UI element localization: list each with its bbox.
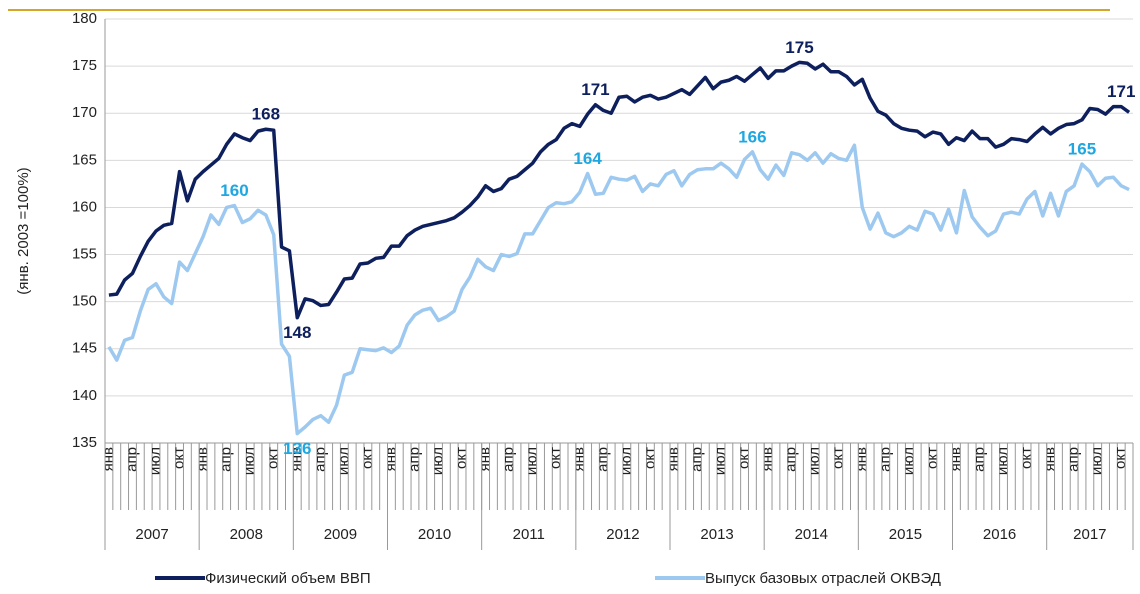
x-tick-label: окт <box>924 447 941 469</box>
x-tick-label: апр <box>218 447 235 472</box>
x-tick-label: окт <box>547 447 564 469</box>
x-tick-label: июл <box>429 447 446 475</box>
y-tick-label: 145 <box>72 340 97 357</box>
x-tick-label: июл <box>147 447 164 475</box>
x-tick-label: апр <box>406 447 423 472</box>
year-label: 2014 <box>795 526 828 543</box>
y-tick-label: 165 <box>72 151 97 168</box>
x-tick-label: янв <box>853 447 870 471</box>
x-tick-label: июл <box>994 447 1011 475</box>
x-tick-label: янв <box>759 447 776 471</box>
x-tick-label: апр <box>688 447 705 472</box>
x-tick-label: окт <box>736 447 753 469</box>
year-label: 2012 <box>606 526 639 543</box>
year-label: 2009 <box>324 526 357 543</box>
x-tick-label: апр <box>594 447 611 472</box>
year-label: 2008 <box>230 526 263 543</box>
data-label: 166 <box>738 127 766 146</box>
series-line <box>108 60 1131 320</box>
data-label: 171 <box>581 80 609 99</box>
x-tick-label: апр <box>312 447 329 472</box>
year-label: 2015 <box>889 526 922 543</box>
year-label: 2016 <box>983 526 1016 543</box>
year-label: 2011 <box>513 526 545 543</box>
x-tick-label: июл <box>712 447 729 475</box>
x-tick-label: окт <box>453 447 470 469</box>
data-label: 148 <box>283 323 311 342</box>
x-tick-label: июл <box>618 447 635 475</box>
y-tick-label: 180 <box>72 10 97 27</box>
x-tick-label: янв <box>665 447 682 471</box>
data-label: 164 <box>573 149 602 168</box>
x-tick-label: янв <box>1042 447 1059 471</box>
data-label: 160 <box>220 181 248 200</box>
data-label: 165 <box>1068 140 1096 159</box>
x-tick-label: апр <box>500 447 517 472</box>
year-label: 2010 <box>418 526 451 543</box>
year-label: 2013 <box>700 526 733 543</box>
data-label: 175 <box>785 38 813 57</box>
y-tick-label: 140 <box>72 387 97 404</box>
legend-label: Физический объем ВВП <box>205 570 371 587</box>
y-tick-label: 155 <box>72 246 97 263</box>
y-tick-label: 175 <box>72 57 97 74</box>
x-tick-label: июл <box>524 447 541 475</box>
x-tick-label: апр <box>971 447 988 472</box>
y-tick-label: 135 <box>72 434 97 451</box>
y-tick-label: 170 <box>72 104 97 121</box>
y-tick-label: 150 <box>72 293 97 310</box>
data-label: 168 <box>252 105 280 124</box>
x-tick-label: янв <box>571 447 588 471</box>
x-tick-label: окт <box>1112 447 1129 469</box>
x-tick-label: июл <box>1089 447 1106 475</box>
x-tick-label: окт <box>641 447 658 469</box>
x-tick-label: апр <box>783 447 800 472</box>
x-tick-label: июл <box>241 447 258 475</box>
x-tick-label: окт <box>265 447 282 469</box>
x-tick-label: янв <box>194 447 211 471</box>
x-tick-label: окт <box>1018 447 1035 469</box>
x-tick-label: янв <box>947 447 964 471</box>
year-label: 2007 <box>135 526 168 543</box>
y-tick-label: 160 <box>72 198 97 215</box>
x-tick-label: апр <box>1065 447 1082 472</box>
x-tick-label: окт <box>830 447 847 469</box>
x-tick-label: июл <box>806 447 823 475</box>
year-label: 2017 <box>1073 526 1106 543</box>
x-tick-label: янв <box>477 447 494 471</box>
x-tick-label: окт <box>171 447 188 469</box>
data-label: 171 <box>1107 82 1135 101</box>
x-tick-label: янв <box>100 447 117 471</box>
data-label: 136 <box>283 439 311 458</box>
x-tick-label: янв <box>382 447 399 471</box>
x-tick-label: апр <box>877 447 894 472</box>
x-tick-label: июл <box>900 447 917 475</box>
x-tick-label: июл <box>335 447 352 475</box>
y-axis-label: (янв. 2003 =100%) <box>15 167 32 294</box>
legend-label: Выпуск базовых отраслей ОКВЭД <box>705 570 941 587</box>
x-tick-label: окт <box>359 447 376 469</box>
x-tick-label: апр <box>123 447 140 472</box>
series-line <box>107 143 1130 436</box>
